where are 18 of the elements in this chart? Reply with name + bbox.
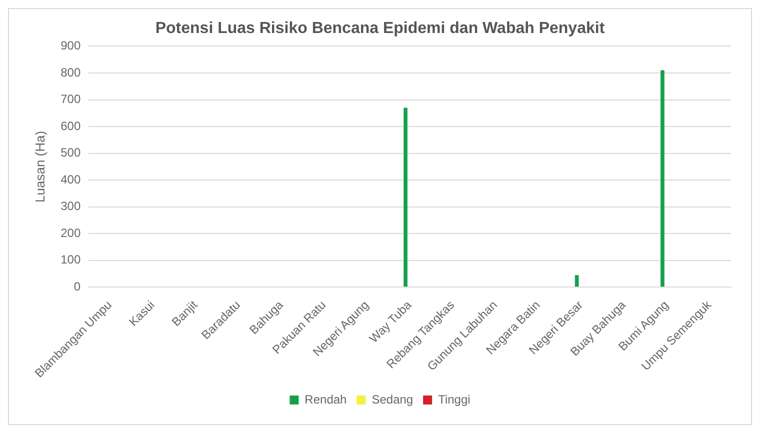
- legend-label: Tinggi: [438, 392, 470, 406]
- legend-label: Sedang: [372, 392, 414, 406]
- y-tick-label: 500: [60, 146, 81, 160]
- y-tick-label: 0: [74, 279, 81, 294]
- y-tick-label: 900: [60, 38, 81, 53]
- y-tick-label: 400: [60, 172, 81, 186]
- y-tick-label: 100: [60, 252, 81, 267]
- bar: [660, 70, 664, 287]
- y-tick-label: 300: [60, 199, 81, 214]
- bar: [574, 275, 579, 287]
- y-tick-label: 800: [60, 65, 81, 80]
- legend-label: Rendah: [304, 392, 347, 406]
- chart-title: Potensi Luas Risiko Bencana Epidemi dan Wabah Penyakit: [155, 20, 606, 38]
- y-tick-label: 700: [60, 92, 81, 106]
- bar: [404, 108, 408, 287]
- y-tick-label: 200: [60, 226, 81, 240]
- y-tick-label: 600: [60, 118, 81, 133]
- y-axis-title: Luasan (Ha): [32, 130, 48, 202]
